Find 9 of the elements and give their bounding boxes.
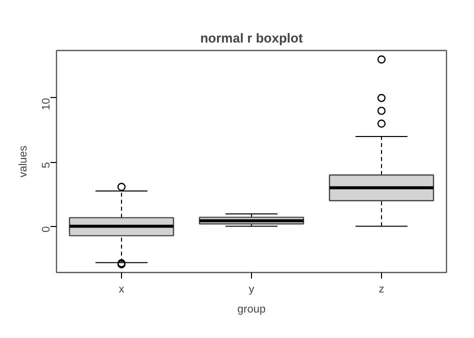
y-tick-label: 5 xyxy=(40,162,52,168)
y-tick-label: 10 xyxy=(40,98,52,110)
x-tick-label: x xyxy=(118,284,125,296)
y-tick-label: 0 xyxy=(40,226,52,232)
x-tick-label: z xyxy=(378,284,384,296)
y-axis-title: values xyxy=(18,145,30,178)
x-axis-title: group xyxy=(237,304,266,316)
x-tick-label: y xyxy=(248,284,255,296)
chart-title: normal r boxplot xyxy=(200,30,304,46)
